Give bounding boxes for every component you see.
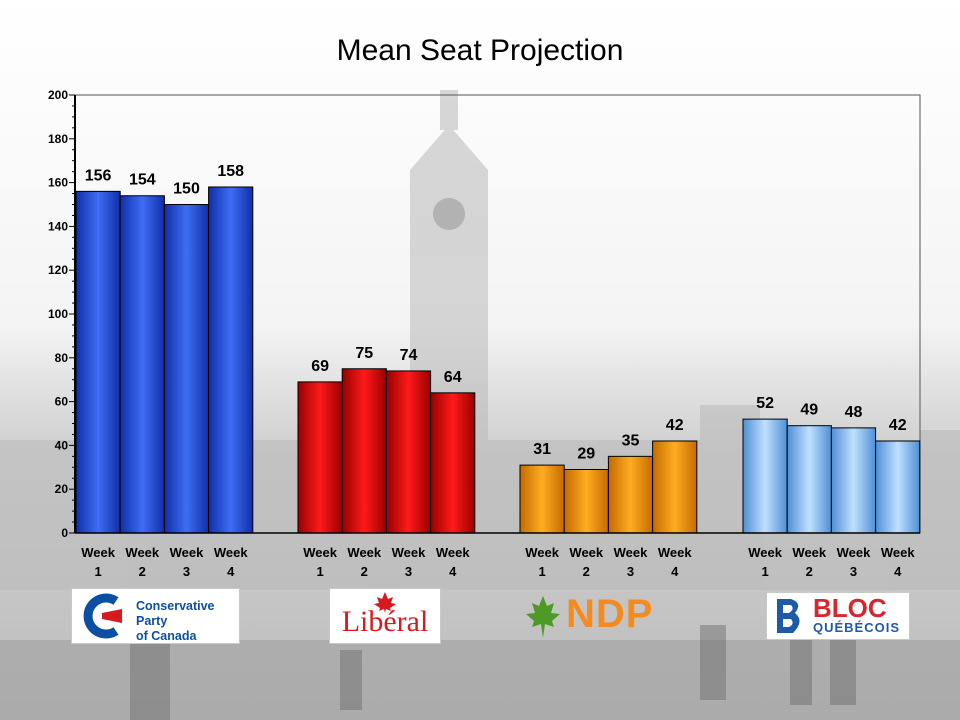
bloc-logo-line1: BLOC [813,593,887,623]
conservative-logo-line2: of Canada [136,629,197,643]
y-tick-label: 140 [48,219,68,233]
bar [75,190,121,534]
x-tick-label-line1: Week [436,545,470,560]
x-tick-label-line1: Week [614,545,648,560]
data-label: 42 [889,417,907,434]
data-label: 49 [800,402,818,419]
y-tick-label: 120 [48,263,68,277]
conservative-party-logo: Conservative Party of Canada [71,588,240,644]
bar [297,381,343,534]
bar [385,370,432,534]
bar [519,464,565,534]
data-label: 75 [355,345,373,362]
ndp-logo-text: NDP [566,592,654,636]
x-tick-label-line1: Week [748,545,782,560]
y-tick-label: 180 [48,132,68,146]
x-tick-label-line1: Week [569,545,603,560]
bar [119,195,165,534]
y-tick-label: 0 [61,526,68,540]
x-tick-label-line2: 3 [183,564,190,579]
bloc-logo-line2: QUÉBÉCOIS [813,620,901,635]
x-tick-label-line2: 1 [316,564,323,579]
x-tick-label-line2: 4 [671,564,679,579]
bar [742,418,788,534]
maple-leaf-icon [374,592,396,613]
x-tick-label-line1: Week [881,545,915,560]
bar [563,468,609,534]
maple-leaf-icon [526,596,560,638]
conservative-c-icon [83,593,122,639]
x-tick-label-line2: 4 [894,564,902,579]
y-tick-label: 100 [48,307,68,321]
data-label: 64 [444,369,462,386]
chart-title: Mean Seat Projection [336,34,624,67]
data-label: 158 [217,163,244,180]
x-tick-label-line2: 1 [761,564,768,579]
y-tick-label: 200 [48,88,68,102]
x-tick-label-line2: 2 [583,564,590,579]
x-tick-label-line1: Week [792,545,826,560]
data-label: 48 [845,404,863,421]
x-tick-label-line2: 4 [227,564,235,579]
data-label: 42 [666,417,684,434]
x-tick-label-line1: Week [170,545,204,560]
bar [652,440,698,534]
data-label: 74 [400,347,418,364]
x-tick-label-line1: Week [303,545,337,560]
x-tick-label-line1: Week [525,545,559,560]
x-tick-label-line1: Week [125,545,159,560]
x-tick-label-line2: 2 [361,564,368,579]
data-label: 35 [622,432,640,449]
ndp-logo: NDP [520,592,686,642]
bar [607,455,654,534]
y-tick-label: 20 [55,482,69,496]
conservative-logo-line1: Conservative Party [136,599,215,628]
x-tick-label-line2: 2 [139,564,146,579]
bar [163,204,210,534]
bar [786,425,832,534]
bar [830,427,877,534]
x-tick-label-line2: 3 [850,564,857,579]
data-label: 69 [311,358,329,375]
data-label: 29 [577,445,595,462]
bar [875,440,921,534]
y-tick-label: 60 [55,395,69,409]
y-tick-label: 160 [48,176,68,190]
x-tick-label-line1: Week [837,545,871,560]
x-tick-label-line1: Week [392,545,426,560]
bar [341,368,387,534]
x-tick-label-line2: 3 [627,564,634,579]
data-label: 154 [129,172,156,189]
x-tick-label-line2: 1 [538,564,545,579]
liberal-party-logo: Libéral [329,588,441,644]
x-tick-label-line2: 3 [405,564,412,579]
x-tick-label-line2: 2 [806,564,813,579]
data-label: 156 [85,167,112,184]
x-tick-label-line2: 4 [449,564,457,579]
x-tick-label-line1: Week [81,545,115,560]
data-label: 150 [173,181,200,198]
bar [430,392,476,534]
bar [208,186,254,534]
bloc-quebecois-logo: BLOC QUÉBÉCOIS [766,592,910,640]
y-tick-label: 80 [55,351,69,365]
x-tick-label-line1: Week [347,545,381,560]
y-tick-label: 40 [55,438,69,452]
x-tick-label-line2: 1 [94,564,101,579]
liberal-logo-text: Libéral [341,605,429,638]
data-label: 52 [756,395,774,412]
data-label: 31 [533,441,551,458]
bloc-fleur-icon [777,599,800,633]
x-tick-label-line1: Week [214,545,248,560]
x-tick-label-line1: Week [658,545,692,560]
